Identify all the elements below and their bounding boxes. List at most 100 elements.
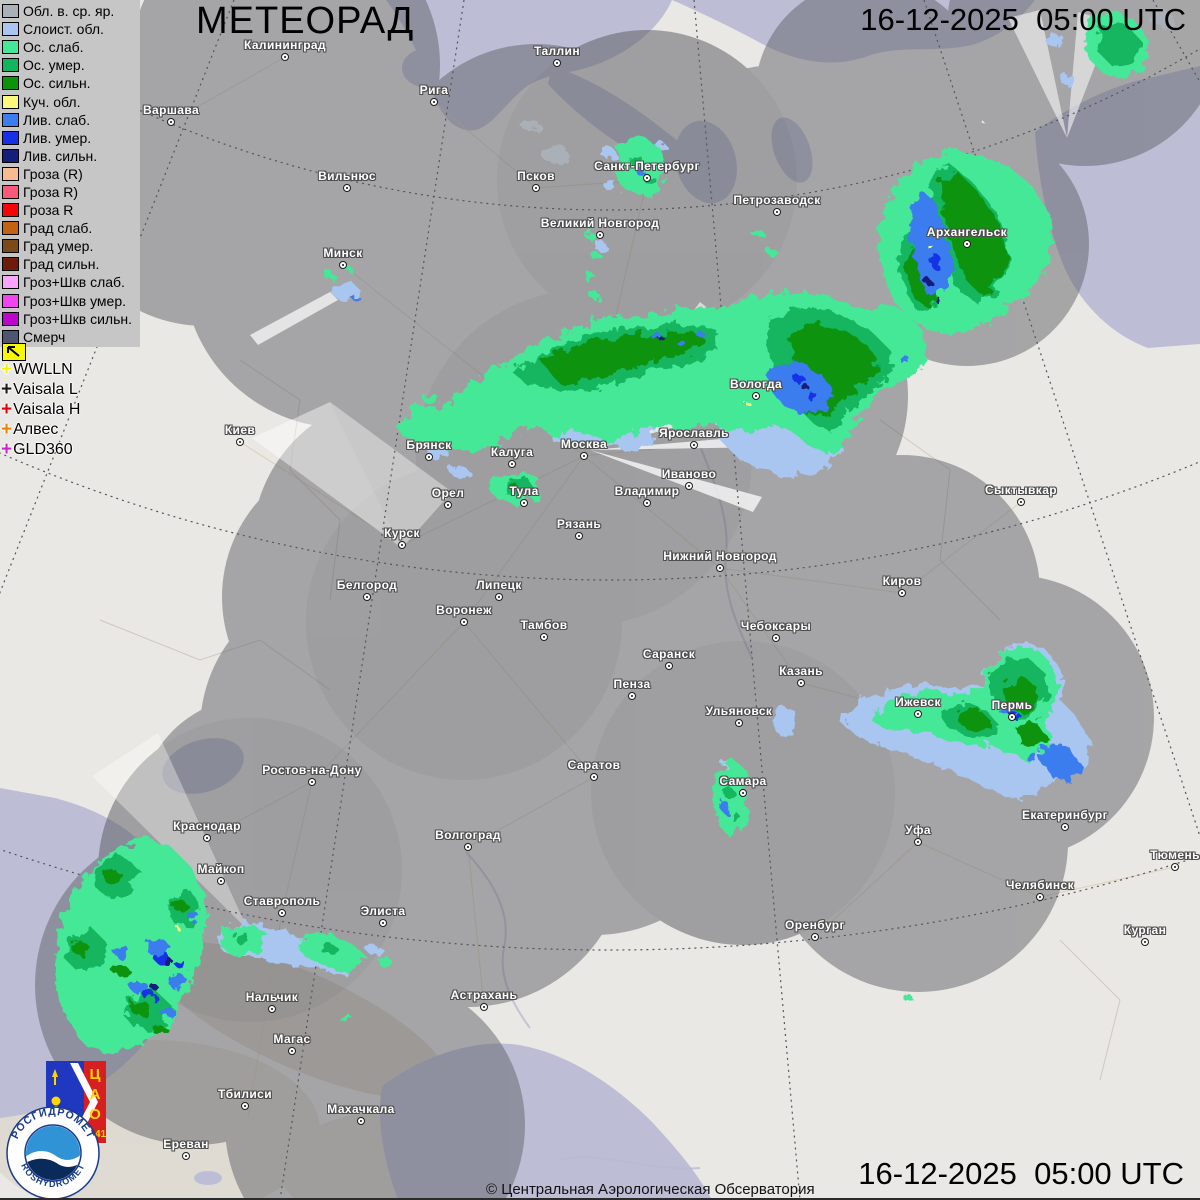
showers-light: [114, 169, 1082, 1017]
city-marker: [430, 98, 438, 106]
city-label: Пенза: [613, 677, 651, 691]
city-label: Рязань: [556, 517, 602, 531]
roshydromet-logo: РОСГИДРОМЕТ ROSHYDROMET: [6, 1106, 100, 1200]
lightning-plus-icon: +: [1, 419, 13, 440]
legend-label: Гроз+Шкв слаб.: [23, 274, 125, 291]
city-label: Калининград: [243, 38, 327, 52]
legend-label: Град сильн.: [23, 256, 100, 273]
legend-swatch: [2, 40, 19, 55]
legend-swatch: [2, 112, 19, 127]
city-marker: [963, 240, 971, 248]
city-label: Екатеринбург: [1021, 808, 1109, 822]
legend-item: Гроз+Шкв умер.: [2, 292, 140, 310]
city-label: Иваново: [661, 467, 717, 481]
precipitation-layer: [55, 10, 1172, 1054]
city-marker: [716, 564, 724, 572]
city-label: Воронеж: [436, 603, 492, 617]
legend-panel: Обл. в. ср. яр. Слоист. обл. Ос. слаб. Ос. …: [0, 0, 140, 347]
city-label: Владимир: [614, 484, 680, 498]
globe-icon: [26, 1126, 80, 1180]
city-marker: [520, 499, 528, 507]
city-label: Москва: [560, 437, 608, 451]
city-label: Астрахань: [450, 988, 518, 1002]
city-label: Краснодар: [173, 819, 241, 833]
legend-label: Смерч: [23, 328, 66, 345]
city-marker: [1171, 863, 1179, 871]
city-marker: [281, 53, 289, 61]
lightning-network-item: + WWLLN: [1, 360, 80, 380]
city-label: Минск: [323, 246, 363, 260]
city-marker: [580, 452, 588, 460]
legend-item: Гроз+Шкв сильн.: [2, 310, 140, 328]
city-marker: [739, 789, 747, 797]
city-marker: [772, 634, 780, 642]
legend-label: Лив. умер.: [23, 129, 92, 146]
city-marker: [343, 184, 351, 192]
legend-item: Град слаб.: [2, 219, 140, 237]
city-marker: [379, 919, 387, 927]
city-label: Казань: [779, 664, 823, 678]
legend-item: Гроз+Шкв слаб.: [2, 273, 140, 291]
city-label: Пермь: [991, 698, 1033, 712]
city-marker: [914, 710, 922, 718]
city-label: Киров: [882, 574, 922, 588]
city-marker: [480, 1003, 488, 1011]
city-label: Белгород: [336, 578, 398, 592]
city-marker: [363, 593, 371, 601]
lightning-plus-icon: +: [1, 359, 13, 380]
city-marker: [1141, 938, 1149, 946]
lightning-network-item: + Алвес: [1, 420, 80, 440]
city-marker: [357, 1117, 365, 1125]
city-label: Нижний Новгород: [663, 549, 777, 563]
city-label: Орел: [431, 486, 465, 500]
city-label: Петрозаводск: [733, 193, 821, 207]
city-label: Элиста: [360, 904, 406, 918]
city-marker: [643, 499, 651, 507]
tornado-arrow-icon: [7, 346, 20, 357]
city-label: Липецк: [476, 578, 522, 592]
legend-item: Слоист. обл.: [2, 20, 140, 38]
city-label: Саранск: [642, 647, 696, 661]
city-marker: [540, 633, 548, 641]
city-marker: [339, 261, 347, 269]
legend-item: Гроза (R): [2, 165, 140, 183]
legend-label: Град слаб.: [23, 220, 93, 237]
legend-item: Смерч: [2, 328, 140, 346]
city-marker: [590, 773, 598, 781]
lightning-plus-icon: +: [1, 379, 13, 400]
city-label: Нальчик: [245, 990, 299, 1004]
city-label: Магас: [273, 1032, 311, 1046]
city-marker: [643, 174, 651, 182]
page-title: МЕТЕОРАД: [196, 0, 415, 42]
city-marker: [797, 679, 805, 687]
lightning-network-label: Vaisala L: [13, 381, 78, 398]
lightning-network-label: GLD360: [13, 441, 73, 458]
city-label: Ульяновск: [705, 704, 773, 718]
legend-label: Ос. умер.: [23, 57, 85, 74]
legend-label: Гроза R): [23, 183, 79, 200]
legend-swatch: [2, 203, 19, 218]
city-label: Вологда: [729, 377, 783, 391]
city-marker: [398, 541, 406, 549]
city-marker: [575, 532, 583, 540]
lightning-network-label: Алвес: [13, 421, 59, 438]
city-label: Сыктывкар: [984, 483, 1058, 497]
city-marker: [203, 834, 211, 842]
legend-item: Куч. обл.: [2, 92, 140, 110]
city-label: Махачкала: [327, 1102, 395, 1116]
city-label: Рига: [419, 83, 449, 97]
legend-swatch: [2, 257, 19, 272]
copyright-text: © Центральная Аэрологическая Обсерватори…: [486, 1181, 815, 1198]
city-marker: [690, 441, 698, 449]
legend-label: Обл. в. ср. яр.: [23, 3, 115, 20]
city-label: Санкт-Петербург: [594, 159, 700, 173]
city-marker: [236, 438, 244, 446]
city-label: Тула: [509, 484, 539, 498]
city-marker: [596, 231, 604, 239]
city-label: Ереван: [163, 1137, 209, 1151]
legend-swatch: [2, 58, 19, 73]
city-marker: [444, 501, 452, 509]
city-marker: [735, 719, 743, 727]
